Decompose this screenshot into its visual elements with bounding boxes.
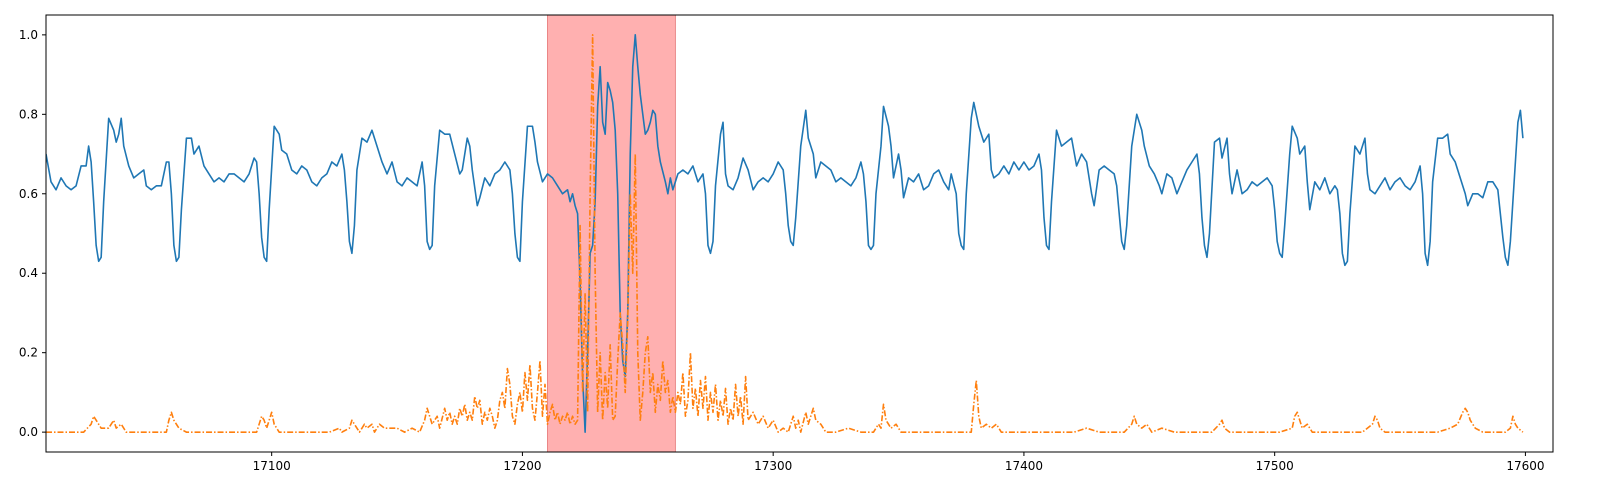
y-tick-label: 1.0 [19, 28, 38, 42]
y-axis: 0.0 0.2 0.4 0.6 0.8 1.0 [19, 28, 46, 439]
x-tick-label: 17100 [253, 459, 291, 473]
x-tick-label: 17400 [1005, 459, 1043, 473]
series-line-1 [46, 34, 1524, 433]
x-tick-label: 17200 [503, 459, 541, 473]
y-tick-label: 0.2 [19, 346, 38, 360]
x-tick-label: 17300 [754, 459, 792, 473]
x-tick-label: 17600 [1506, 459, 1544, 473]
y-tick-label: 0.8 [19, 107, 38, 121]
y-tick-label: 0.4 [19, 266, 38, 280]
y-tick-label: 0.0 [19, 425, 38, 439]
y-tick-label: 0.6 [19, 187, 38, 201]
series-layer [46, 34, 1524, 433]
plot-frame [45, 14, 1554, 453]
x-tick-label: 17500 [1256, 459, 1294, 473]
series-line-2 [46, 34, 1524, 433]
x-axis: 17100 17200 17300 17400 17500 17600 [253, 452, 1545, 473]
